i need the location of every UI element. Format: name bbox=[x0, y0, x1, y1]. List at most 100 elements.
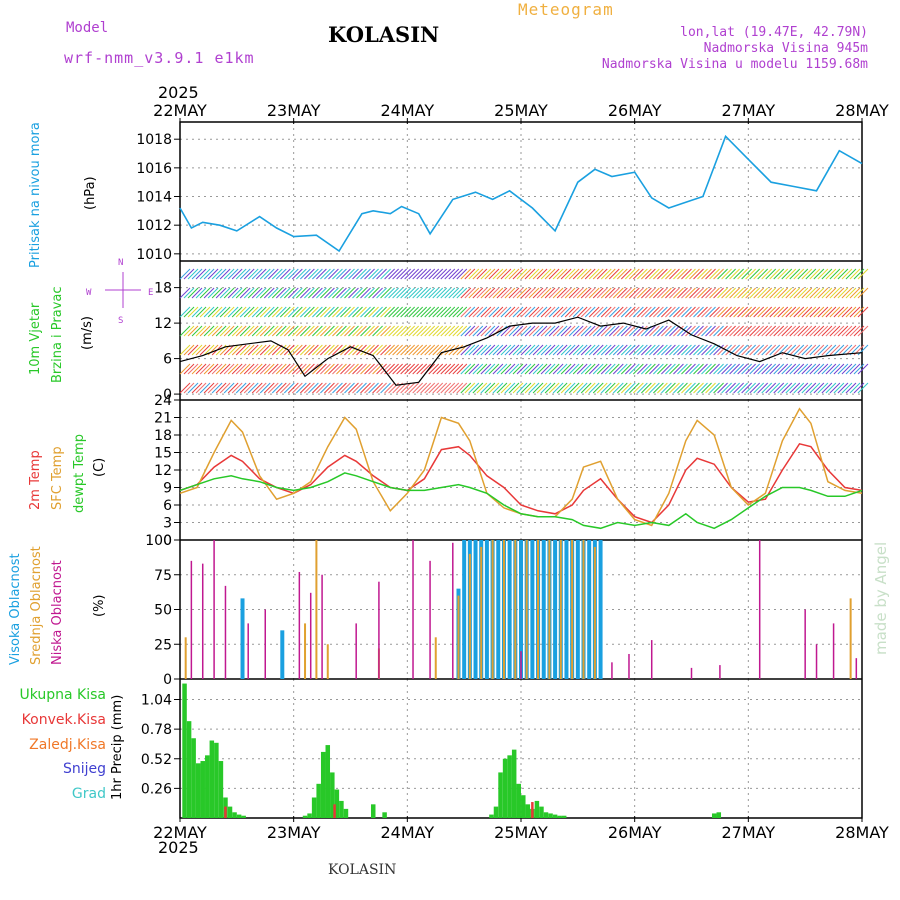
wind-barb bbox=[235, 268, 247, 280]
wind-barb bbox=[488, 306, 500, 318]
wind-barb bbox=[801, 344, 813, 356]
wind-barb bbox=[408, 268, 420, 280]
wind-barb bbox=[328, 268, 339, 280]
wind-barb bbox=[320, 344, 331, 356]
wind-barb bbox=[508, 306, 520, 318]
wind-barb bbox=[275, 306, 287, 318]
wind-barb bbox=[227, 382, 239, 394]
wind-barb bbox=[713, 287, 724, 299]
wind-barb bbox=[340, 306, 351, 318]
wind-barb bbox=[608, 268, 620, 280]
wind-barb bbox=[657, 287, 668, 299]
x-tick-label-top: 24MAY bbox=[381, 101, 435, 120]
wind-barb bbox=[560, 287, 572, 299]
wind-barb bbox=[536, 306, 548, 318]
wind-barb bbox=[685, 325, 696, 337]
wind-barb bbox=[528, 325, 540, 337]
wind-barb bbox=[649, 287, 660, 299]
wind-barb bbox=[304, 344, 315, 356]
wind-barb bbox=[492, 363, 504, 375]
wind-barb bbox=[308, 344, 319, 356]
precip-bar bbox=[195, 763, 201, 818]
wind-barb bbox=[556, 344, 568, 356]
wind-barb bbox=[793, 382, 805, 394]
wind-barb bbox=[657, 382, 668, 394]
wind-barb bbox=[552, 325, 564, 337]
cloud-bar bbox=[355, 623, 357, 679]
wind-barb bbox=[500, 268, 512, 280]
wind-barb bbox=[620, 287, 632, 299]
wind-barb bbox=[809, 287, 821, 299]
wind-barb bbox=[616, 287, 628, 299]
y-tick-label: 1010 bbox=[136, 247, 172, 263]
wind-barb bbox=[649, 344, 660, 356]
wind-barb bbox=[769, 363, 781, 375]
wind-barb bbox=[179, 363, 191, 375]
wind-barb bbox=[255, 306, 267, 318]
wind-barb bbox=[608, 287, 620, 299]
wind-barb bbox=[416, 344, 428, 356]
wind-barb bbox=[725, 363, 736, 375]
wind-barb bbox=[488, 268, 500, 280]
wind-barb bbox=[316, 325, 327, 337]
wind-barb bbox=[661, 344, 672, 356]
wind-barb bbox=[199, 287, 211, 299]
wind-barb bbox=[733, 382, 744, 394]
wind-barb bbox=[809, 363, 821, 375]
wind-barb bbox=[524, 344, 536, 356]
wind-barb bbox=[516, 306, 528, 318]
wind-barb bbox=[380, 363, 391, 375]
cloud-bar bbox=[855, 658, 858, 679]
wind-barb bbox=[628, 306, 640, 318]
wind-barb bbox=[685, 382, 696, 394]
wind-barb bbox=[271, 268, 283, 280]
wind-barb bbox=[219, 325, 231, 337]
wind-barb bbox=[372, 325, 383, 337]
wind-barb bbox=[504, 363, 516, 375]
wind-barb bbox=[412, 306, 424, 318]
wind-barb bbox=[191, 363, 203, 375]
wind-barb bbox=[195, 344, 207, 356]
wind-barb bbox=[492, 382, 504, 394]
wind-barb bbox=[251, 325, 263, 337]
wind-barb bbox=[584, 325, 596, 337]
wind-barb bbox=[183, 287, 195, 299]
wind-barb bbox=[235, 363, 247, 375]
wind-barb bbox=[504, 344, 516, 356]
wind-barb bbox=[709, 287, 720, 299]
wind-barb bbox=[464, 268, 476, 280]
wind-barb bbox=[219, 306, 231, 318]
y-tick-label: 9 bbox=[163, 481, 172, 497]
wind-barb bbox=[741, 382, 753, 394]
wind-barb bbox=[572, 325, 584, 337]
wind-barb bbox=[753, 363, 765, 375]
precip-bar bbox=[543, 812, 549, 818]
wind-barb bbox=[376, 268, 387, 280]
wind-barb bbox=[817, 344, 829, 356]
wind-barb bbox=[741, 306, 753, 318]
cloud-bar bbox=[264, 609, 266, 679]
wind-barb bbox=[757, 344, 769, 356]
wind-barb bbox=[492, 287, 504, 299]
wind-barb bbox=[275, 325, 287, 337]
wind-barb bbox=[833, 325, 845, 337]
wind-barb bbox=[801, 268, 813, 280]
wind-barb bbox=[376, 287, 387, 299]
wind-barb bbox=[312, 363, 323, 375]
wind-barb bbox=[207, 325, 219, 337]
wind-barb bbox=[484, 382, 496, 394]
wind-barb bbox=[640, 306, 652, 318]
precip-bar bbox=[552, 814, 558, 818]
cloud-bar bbox=[491, 540, 494, 679]
wind-barb bbox=[472, 306, 484, 318]
wind-barb bbox=[179, 325, 191, 337]
wind-barb bbox=[432, 382, 444, 394]
precip-snow-label: Snijeg bbox=[62, 761, 106, 777]
compass-w: W bbox=[86, 288, 92, 298]
wind-barb bbox=[271, 382, 283, 394]
wind-barb bbox=[636, 363, 648, 375]
wind-barb bbox=[661, 306, 672, 318]
wind-barb bbox=[845, 325, 857, 337]
precip-bar bbox=[200, 761, 205, 818]
